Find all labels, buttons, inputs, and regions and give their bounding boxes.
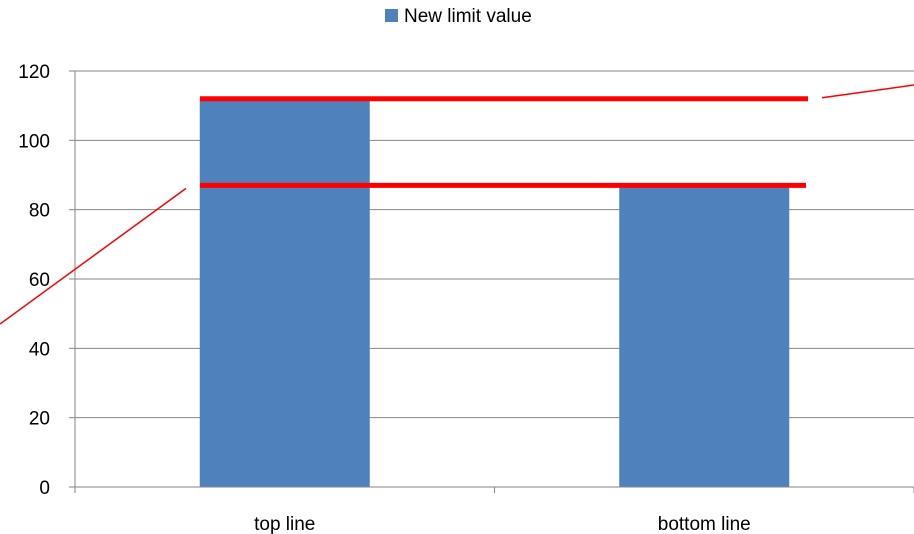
y-tick-label: 80 xyxy=(29,201,50,222)
y-tick-label: 40 xyxy=(29,339,50,360)
bar xyxy=(619,185,790,487)
legend: New limit value xyxy=(385,6,532,27)
x-tick-label: bottom line xyxy=(658,514,751,534)
legend-label: New limit value xyxy=(404,6,532,27)
pointer-line-top xyxy=(821,84,914,99)
y-tick-label: 0 xyxy=(39,478,50,499)
legend-swatch xyxy=(385,9,398,22)
y-tick-label: 60 xyxy=(29,270,50,291)
y-tick-label: 100 xyxy=(18,131,50,152)
x-tick-label: top line xyxy=(254,514,315,534)
pointer-line-bottom xyxy=(0,187,187,325)
annotations xyxy=(0,84,914,325)
y-tick-label: 120 xyxy=(18,62,50,83)
bars xyxy=(199,98,790,487)
y-tick-label: 20 xyxy=(29,409,50,430)
bar xyxy=(199,98,370,487)
axes: 0 20 40 60 80 100 120 top line bottom line xyxy=(18,62,914,534)
